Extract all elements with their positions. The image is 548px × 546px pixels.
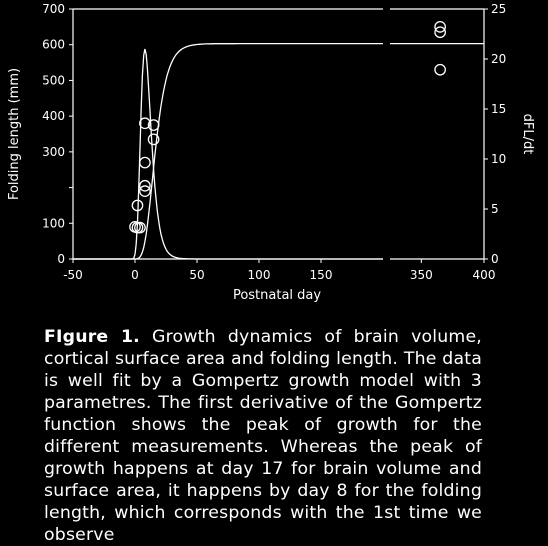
y-tick-label-left: 300	[42, 145, 65, 159]
figure-caption: FIgure 1. Growth dynamics of brain volum…	[44, 326, 482, 546]
data-point	[139, 156, 151, 169]
y-tick-label-right: 0	[491, 252, 499, 266]
data-point	[434, 63, 446, 76]
data-point	[139, 117, 151, 130]
data-point	[434, 21, 446, 33]
y-tick-label-left: 600	[42, 38, 65, 52]
data-point	[134, 221, 146, 234]
gompertz-curve	[73, 42, 383, 260]
data-point	[434, 26, 446, 39]
x-tick-label: 400	[473, 268, 496, 282]
y-tick-label-left: 0	[57, 252, 65, 266]
y-tick-label-right: 25	[491, 2, 506, 16]
y-tick-label-right: 10	[491, 152, 506, 166]
y-tick-label-left: 500	[42, 73, 65, 87]
figure-caption-text: Growth dynamics of brain volume, cortica…	[44, 327, 482, 545]
chart-points	[129, 21, 446, 234]
data-point	[131, 199, 144, 212]
data-point	[139, 185, 151, 197]
y-tick-label-right: 15	[491, 102, 506, 116]
y-tick-label-left: 400	[42, 109, 65, 123]
y-tick-label-right: 5	[491, 202, 499, 216]
chart-curves	[73, 42, 484, 260]
x-tick-label: 100	[248, 268, 271, 282]
y-axis-label-left: Folding length (mm)	[7, 68, 22, 200]
x-tick-label: 350	[410, 268, 433, 282]
x-tick-label: -50	[63, 268, 83, 282]
chart-ticks: 0 100 300 400 500 600 700 0 5 10 15 20 25 -50 0 50 100 15…	[42, 2, 506, 282]
data-point	[147, 119, 160, 131]
x-tick-label: 0	[131, 268, 139, 282]
x-tick-label: 50	[189, 268, 204, 282]
y-axis-label-right: dFL/dt	[520, 114, 535, 155]
x-axis-label: Postnatal day	[233, 288, 321, 303]
x-tick-label: 150	[310, 268, 333, 282]
data-point	[147, 133, 160, 146]
figure-label: FIgure 1.	[44, 327, 140, 347]
y-tick-label-left: 700	[42, 2, 65, 16]
derivative-curve	[73, 48, 383, 260]
data-point	[139, 179, 151, 192]
y-tick-label-left: 100	[42, 216, 65, 230]
chart: 0 100 300 400 500 600 700 0 5 10 15 20 25 -50 0 50 100 15…	[7, 2, 535, 303]
y-tick-label-right: 20	[491, 52, 506, 66]
